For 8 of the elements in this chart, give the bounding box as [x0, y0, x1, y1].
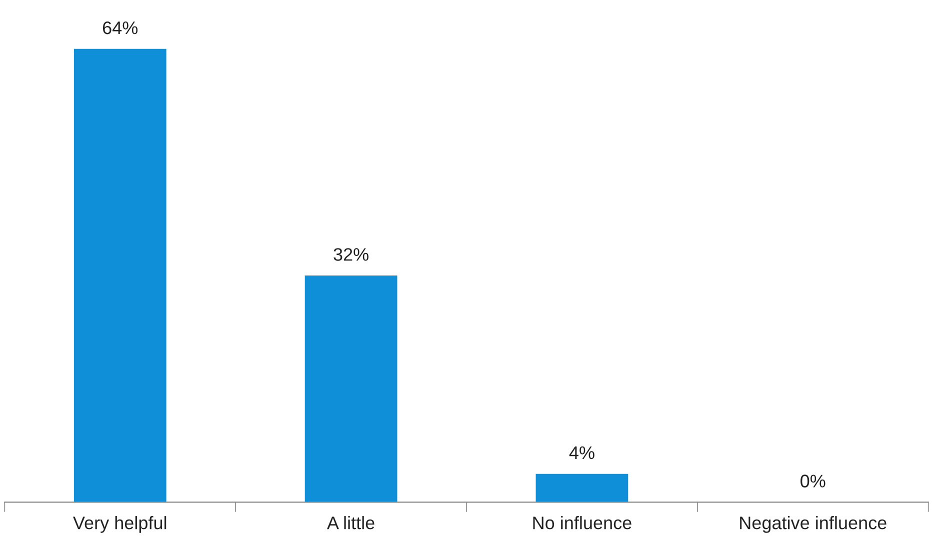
data-label: 64% — [102, 21, 138, 34]
x-tick-label: Very helpful — [73, 516, 166, 533]
data-label: 4% — [569, 446, 594, 460]
x-tick-label: Negative influence — [740, 516, 886, 533]
x-tick-label: No influence — [533, 516, 632, 530]
data-label: 32% — [334, 248, 368, 261]
x-tick-label: A little — [326, 516, 374, 530]
data-label: 0% — [800, 474, 826, 488]
